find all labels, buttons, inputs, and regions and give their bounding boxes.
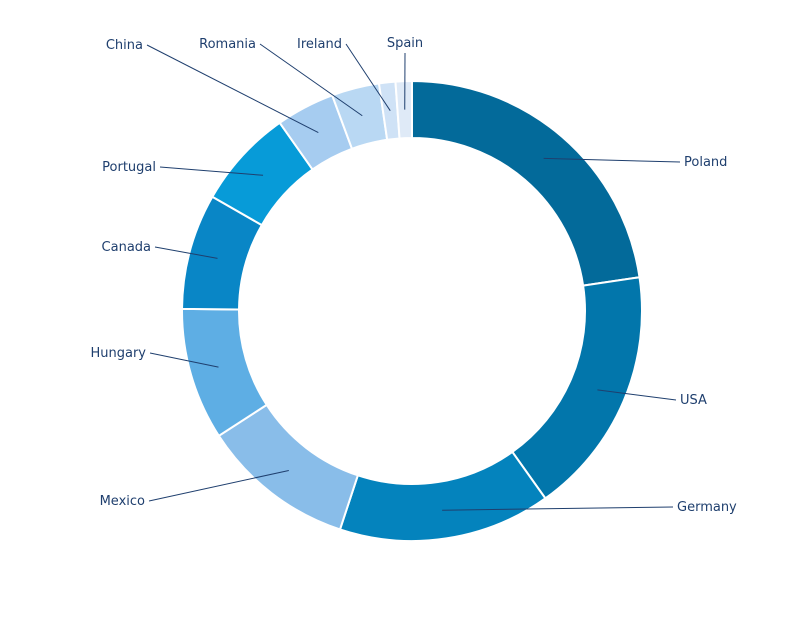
leader-lines-group bbox=[146, 43, 681, 511]
leader-line-romania bbox=[259, 43, 363, 117]
leader-line-mexico bbox=[148, 469, 289, 502]
slice-mexico[interactable] bbox=[217, 403, 360, 531]
leader-line-germany bbox=[442, 506, 674, 511]
leader-line-china bbox=[146, 44, 319, 134]
slice-spain[interactable] bbox=[394, 79, 413, 140]
leader-line-hungary bbox=[149, 352, 219, 368]
slice-usa[interactable] bbox=[510, 276, 643, 500]
label-romania: Romania bbox=[199, 37, 256, 52]
label-canada: Canada bbox=[102, 240, 151, 255]
labels-group: Poland USA Germany Mexico Hungary Canada Portu… bbox=[90, 36, 737, 515]
leader-line-poland bbox=[543, 157, 681, 163]
label-ireland: Ireland bbox=[297, 37, 342, 52]
slice-poland[interactable] bbox=[411, 79, 641, 287]
label-portugal: Portugal bbox=[102, 160, 156, 175]
label-poland: Poland bbox=[684, 155, 727, 170]
label-mexico: Mexico bbox=[100, 494, 145, 509]
label-spain: Spain bbox=[387, 36, 423, 51]
slices-group bbox=[180, 79, 643, 542]
label-germany: Germany bbox=[677, 500, 737, 515]
label-usa: USA bbox=[680, 393, 707, 408]
leader-line-ireland bbox=[345, 43, 391, 111]
leader-line-portugal bbox=[159, 166, 264, 176]
label-china: China bbox=[106, 38, 143, 53]
leader-line-canada bbox=[154, 246, 218, 259]
slice-germany[interactable] bbox=[338, 450, 547, 542]
label-hungary: Hungary bbox=[90, 346, 146, 361]
leader-line-usa bbox=[597, 389, 677, 401]
